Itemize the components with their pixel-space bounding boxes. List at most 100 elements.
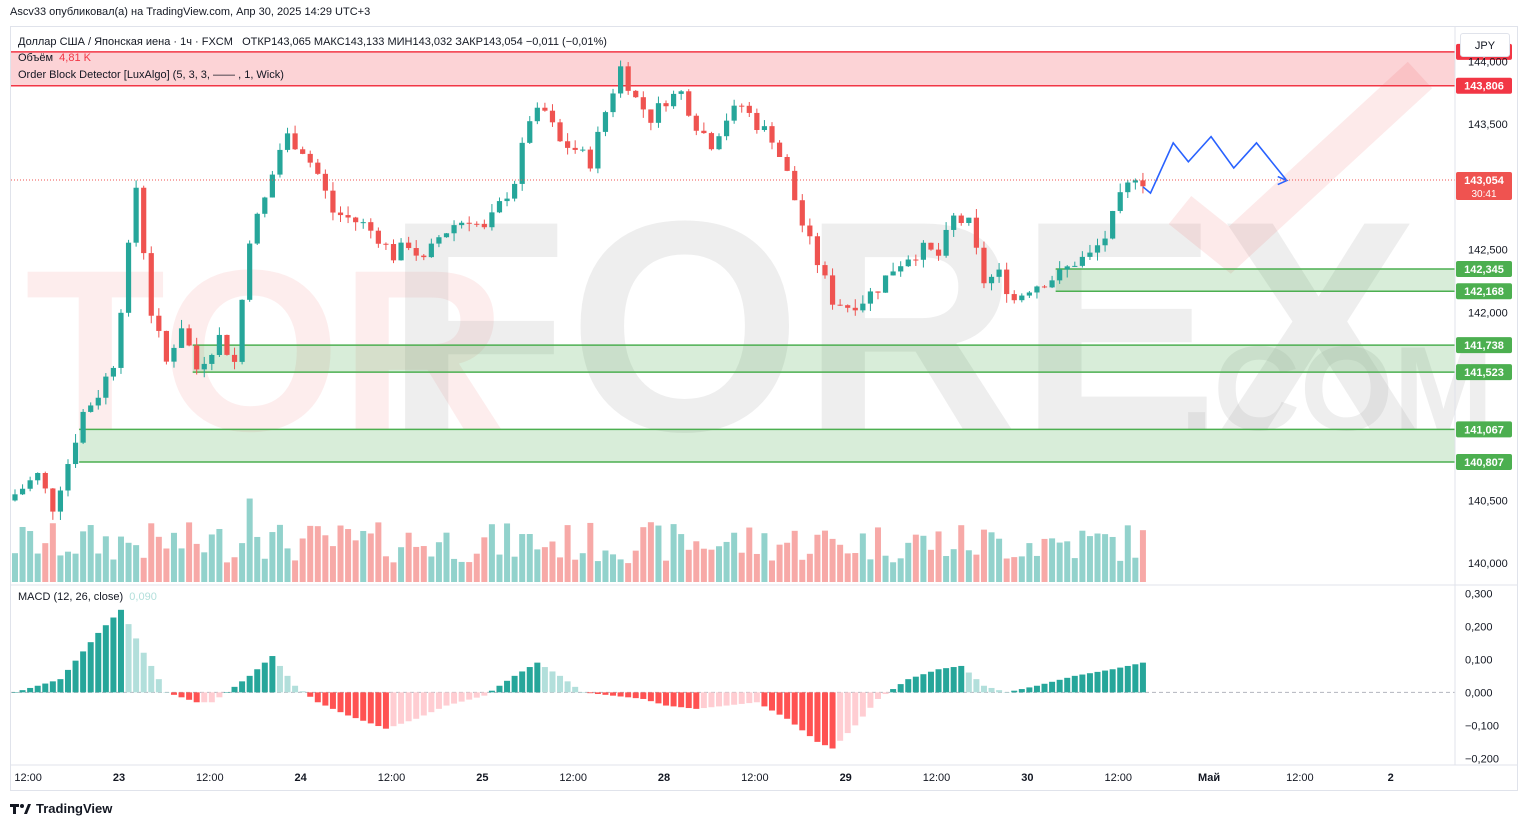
candle-body-44 [345,215,351,218]
macd-bar-91 [700,692,707,709]
volume-bar-71 [549,541,556,582]
macd-bar-92 [708,692,715,708]
order-block-top-label-1: 142,345 [1464,264,1504,276]
candle-body-3 [35,472,41,481]
macd-bar-143 [1094,671,1101,693]
volume-bar-81 [625,563,632,582]
candle-body-139 [1064,266,1070,270]
macd-bar-114 [874,692,881,699]
symbol-title[interactable]: Доллар США / Японская иена · 1ч · FXCM [18,36,233,48]
order-block-bottom-label-1: 142,168 [1464,286,1504,298]
macd-bar-4 [42,683,49,693]
candle-body-13 [110,367,117,377]
macd-bar-7 [64,669,71,693]
candle-body-149 [1140,180,1146,187]
candle-body-36 [284,133,291,150]
macd-bar-86 [663,692,670,706]
volume-bar-59 [458,561,465,582]
volume-bar-9 [80,531,87,582]
candle-body-146 [1117,192,1123,211]
macd-bar-52 [405,692,412,722]
macd-bar-26 [208,692,215,703]
macd-bar-69 [534,662,541,693]
order-block-bottom-label-3: 140,807 [1464,457,1504,469]
macd-bar-30 [239,681,246,693]
candle-body-119 [913,259,919,261]
volume-bar-22 [178,548,185,582]
candle-body-52 [406,242,412,249]
time-tick-12: 12:00 [1104,772,1132,784]
publisher-line: Ascv33 опубликовал(а) на TradingView.com… [10,6,371,18]
macd-bar-82 [632,692,639,699]
macd-label[interactable]: MACD (12, 26, close) [18,591,124,603]
candle-body-86 [663,103,669,107]
candle-body-103 [792,170,798,201]
volume-bars [12,498,1146,582]
macd-bar-36 [284,675,291,693]
volume-bar-122 [935,531,942,582]
macd-bar-109 [837,692,844,741]
macd-bar-50 [390,692,397,727]
time-tick-1: 23 [113,772,125,784]
macd-bar-56 [435,692,442,709]
candle-body-33 [262,197,268,214]
volume-bar-39 [307,525,314,582]
candle-body-135 [1034,286,1040,293]
candle-body-32 [254,213,260,244]
macd-bar-27 [216,692,223,698]
volume-bar-110 [844,553,851,582]
candle-body-61 [474,223,480,225]
time-tick-9: 29 [840,772,852,784]
volume-bar-5 [49,523,56,582]
candle-body-12 [103,376,109,398]
candle-body-143 [1094,245,1101,253]
macd-bar-16 [133,638,140,693]
volume-bar-46 [360,530,367,582]
candle-body-131 [1004,269,1010,295]
candle-body-62 [481,223,487,228]
footer-brand[interactable]: TradingView [10,801,112,816]
macd-bar-3 [34,685,41,693]
candle-body-0 [12,494,18,501]
candle-body-89 [686,91,692,116]
volume-bar-84 [647,522,654,582]
candle-body-58 [451,225,457,234]
volume-bar-42 [329,546,336,582]
volume-bar-113 [867,559,874,582]
volume-bar-40 [314,526,321,582]
candle-body-49 [383,243,389,245]
indicator-label[interactable]: Order Block Detector [LuxAlgo] (5, 3, 3,… [18,69,284,81]
volume-bar-91 [700,548,707,582]
candle-body-82 [633,90,639,98]
volume-bar-136 [1041,538,1048,582]
volume-bar-27 [216,528,223,582]
volume-bar-130 [996,538,1003,582]
candle-body-92 [708,133,715,150]
candle-body-50 [390,244,397,261]
time-tick-2: 12:00 [196,772,224,784]
macd-bar-133 [1018,689,1025,693]
volume-bar-127 [973,554,980,582]
volume-bar-80 [617,559,624,582]
macd-bar-104 [799,692,806,731]
volume-bar-102 [784,542,791,582]
macd-bar-19 [155,679,162,693]
macd-bar-20 [163,692,170,693]
macd-bar-24 [193,692,200,703]
volume-label[interactable]: Объём [18,52,54,64]
candle-body-1 [19,488,26,495]
macd-bar-97 [746,692,753,704]
volume-bar-144 [1102,534,1109,582]
watermark-forex: FOREX [385,158,1420,494]
volume-bar-146 [1117,560,1124,582]
currency-button[interactable]: JPY [1460,33,1510,57]
candle-body-134 [1026,292,1032,296]
macd-bar-88 [678,692,685,708]
candle-body-121 [928,242,934,250]
macd-bar-147 [1124,665,1131,693]
macd-tick-3: 0,000 [1465,687,1493,699]
volume-bar-32 [254,536,261,582]
footer-brand-label: TradingView [36,801,113,816]
price-tick-1: 140,500 [1468,495,1508,507]
